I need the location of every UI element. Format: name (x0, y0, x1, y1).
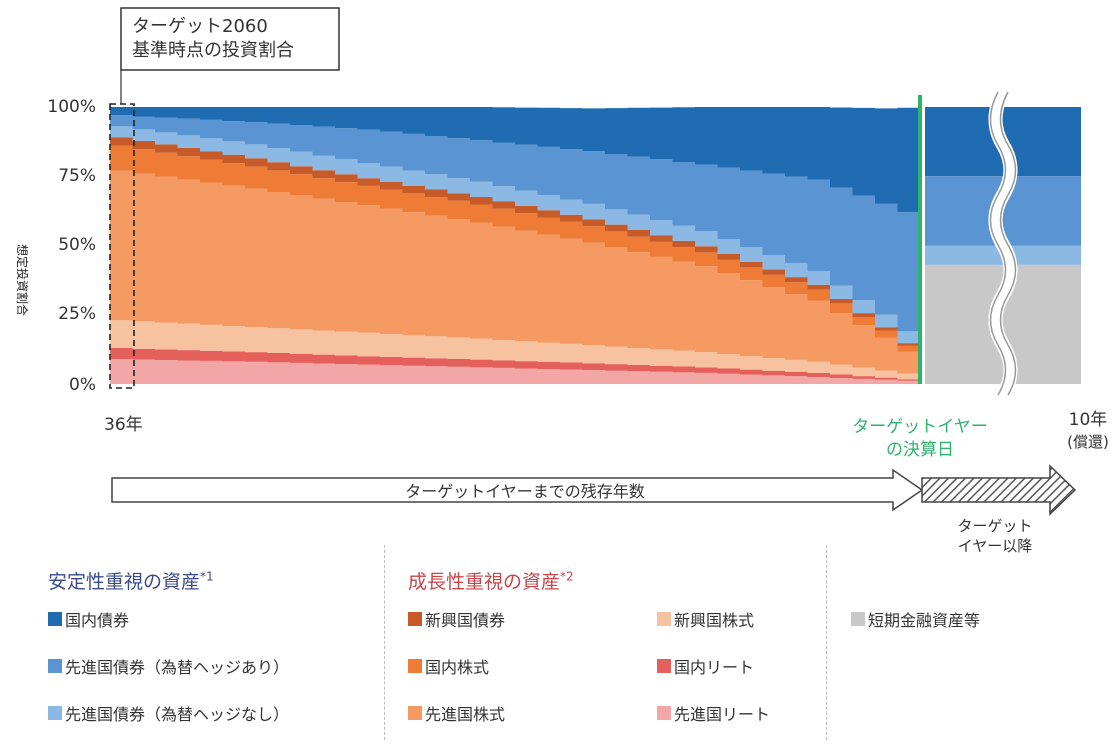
legend-stable-title-text: 安定性重視の資産 (48, 571, 201, 593)
legend-item-dev-equity: 先進国株式 (408, 701, 505, 725)
legend-label: 短期金融資産等 (868, 611, 981, 630)
legend-item-dev-bonds-unhedged: 先進国債券（為替ヘッジなし） (48, 701, 289, 725)
legend-item-em-equity: 新興国株式 (657, 607, 754, 631)
legend-item-domestic-reit: 国内リート (657, 654, 754, 678)
after-target-arrow (921, 464, 1077, 516)
legend-growth-note: *2 (560, 569, 574, 584)
legend-swatch (408, 612, 422, 626)
legend-growth-title: 成長性重視の資産*2 (408, 567, 574, 594)
x-end-label-line1: 10年 (1069, 410, 1108, 430)
legend-label: 先進国債券（為替ヘッジあり） (65, 658, 290, 677)
legend-swatch (851, 612, 865, 626)
area-series-2 (110, 320, 920, 380)
remaining-years-label: ターゲットイヤーまでの残存年数 (405, 482, 645, 501)
legend-swatch (408, 706, 422, 720)
legend-stable-title: 安定性重視の資産*1 (48, 567, 214, 594)
annotation-line1: ターゲット2060 (132, 16, 268, 37)
annotation-box (120, 7, 340, 71)
x-start-label: 36年 (104, 415, 143, 435)
area-series-8 (110, 107, 920, 213)
area-series-3 (110, 170, 920, 374)
legend-stable-note: *1 (200, 569, 214, 584)
y-tick-0: 0% (69, 375, 96, 395)
legend-item-short-term: 短期金融資産等 (851, 607, 980, 631)
y-tick-50: 50% (58, 235, 96, 255)
legend-swatch (48, 659, 62, 673)
legend-swatch (48, 706, 62, 720)
legend-label: 新興国株式 (674, 611, 755, 630)
legend-swatch (408, 659, 422, 673)
legend-item-dev-reit: 先進国リート (657, 701, 770, 725)
legend-label: 先進国株式 (425, 705, 506, 724)
legend-label: 先進国リート (674, 705, 771, 724)
after-target-note-line1: ターゲット (957, 517, 1033, 535)
area-series-7 (110, 115, 920, 332)
legend-item-domestic-bonds: 国内債券 (48, 607, 129, 631)
remaining-years-arrow (111, 468, 924, 512)
legend-swatch (657, 659, 671, 673)
legend-swatch (657, 706, 671, 720)
legend-label: 国内債券 (65, 611, 130, 630)
target-label-line2: の決算日 (886, 440, 954, 460)
after-target-note: ターゲット イヤー以降 (935, 516, 1055, 556)
y-tick-75: 75% (58, 166, 96, 186)
legend-item-em-bonds: 新興国債券 (408, 607, 505, 631)
annotation-line2: 基準時点の投資割合 (132, 40, 294, 61)
x-end-label-line2: (償還) (1067, 433, 1109, 451)
legend-label: 先進国債券（為替ヘッジなし） (65, 705, 290, 724)
legend-growth-title-text: 成長性重視の資産 (408, 571, 561, 593)
legend-swatch (48, 612, 62, 626)
legend-swatch (657, 612, 671, 626)
baseline-dashed-box (109, 103, 135, 389)
y-tick-25: 25% (58, 304, 96, 324)
legend-item-dev-bonds-hedged: 先進国債券（為替ヘッジあり） (48, 654, 289, 678)
axis-break-line-right (999, 91, 1017, 396)
after-target-note-line2: イヤー以降 (957, 537, 1033, 555)
area-series-0 (110, 359, 920, 384)
legend-item-domestic-equity: 国内株式 (408, 654, 489, 678)
legend-divider-2 (826, 545, 827, 740)
axis-break-mask (988, 88, 1018, 399)
area-series-1 (110, 348, 920, 381)
y-tick-100: 100% (47, 97, 96, 117)
y-axis-label: 想定投資割合 (15, 244, 30, 316)
area-series-4 (110, 145, 920, 352)
target-label-line1: ターゲットイヤー (852, 417, 988, 437)
legend-label: 国内リート (674, 658, 755, 677)
legend-label: 新興国債券 (425, 611, 506, 630)
legend-divider-1 (384, 545, 385, 740)
axis-break-line-left (989, 91, 1007, 396)
legend-label: 国内株式 (425, 658, 490, 677)
